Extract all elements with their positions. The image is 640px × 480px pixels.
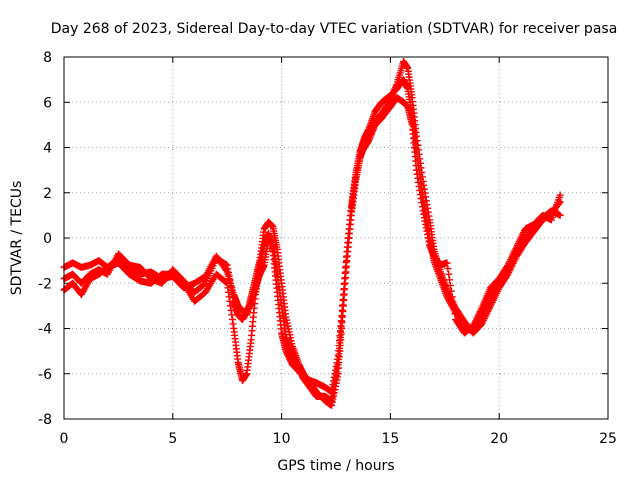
chart-title: Day 268 of 2023, Sidereal Day-to-day VTE… (51, 21, 618, 37)
data-point (444, 265, 452, 273)
y-axis-label: SDTVAR / TECUs (9, 181, 25, 296)
y-tick-label: 2 (43, 186, 52, 202)
x-tick-label: 0 (60, 431, 69, 447)
y-tick-label: -8 (38, 412, 52, 428)
data-point (443, 259, 451, 267)
data-point (556, 191, 564, 199)
data-point (447, 287, 455, 295)
data-point (451, 310, 459, 318)
grid-lines (64, 57, 608, 419)
x-tick-label: 5 (168, 431, 177, 447)
data-series (60, 58, 564, 409)
x-tick-label: 15 (381, 431, 399, 447)
x-tick-label: 25 (599, 431, 617, 447)
y-tick-label: 4 (43, 141, 52, 157)
x-tick-labels: 0 5 10 15 20 25 (60, 431, 617, 447)
y-tick-label: 8 (43, 50, 52, 66)
plot-frame (63, 56, 609, 420)
data-point (222, 278, 230, 286)
y-tick-label: -6 (38, 367, 52, 383)
data-point (446, 276, 454, 284)
y-tick-label: -4 (38, 322, 52, 338)
y-tick-label: 6 (43, 95, 52, 111)
data-point (448, 293, 456, 301)
data-point (450, 304, 458, 312)
data-point (446, 282, 454, 290)
data-point (556, 211, 564, 219)
x-tick-label: 10 (273, 431, 291, 447)
series-3 (60, 94, 564, 405)
data-point (449, 298, 457, 306)
y-tick-labels: -8 -6 -4 -2 0 2 4 6 8 (38, 50, 52, 428)
y-tick-label: -2 (38, 276, 52, 292)
y-tick-label: 0 (43, 231, 52, 247)
x-tick-label: 20 (490, 431, 508, 447)
data-point (445, 270, 453, 278)
x-axis-label: GPS time / hours (277, 458, 394, 474)
